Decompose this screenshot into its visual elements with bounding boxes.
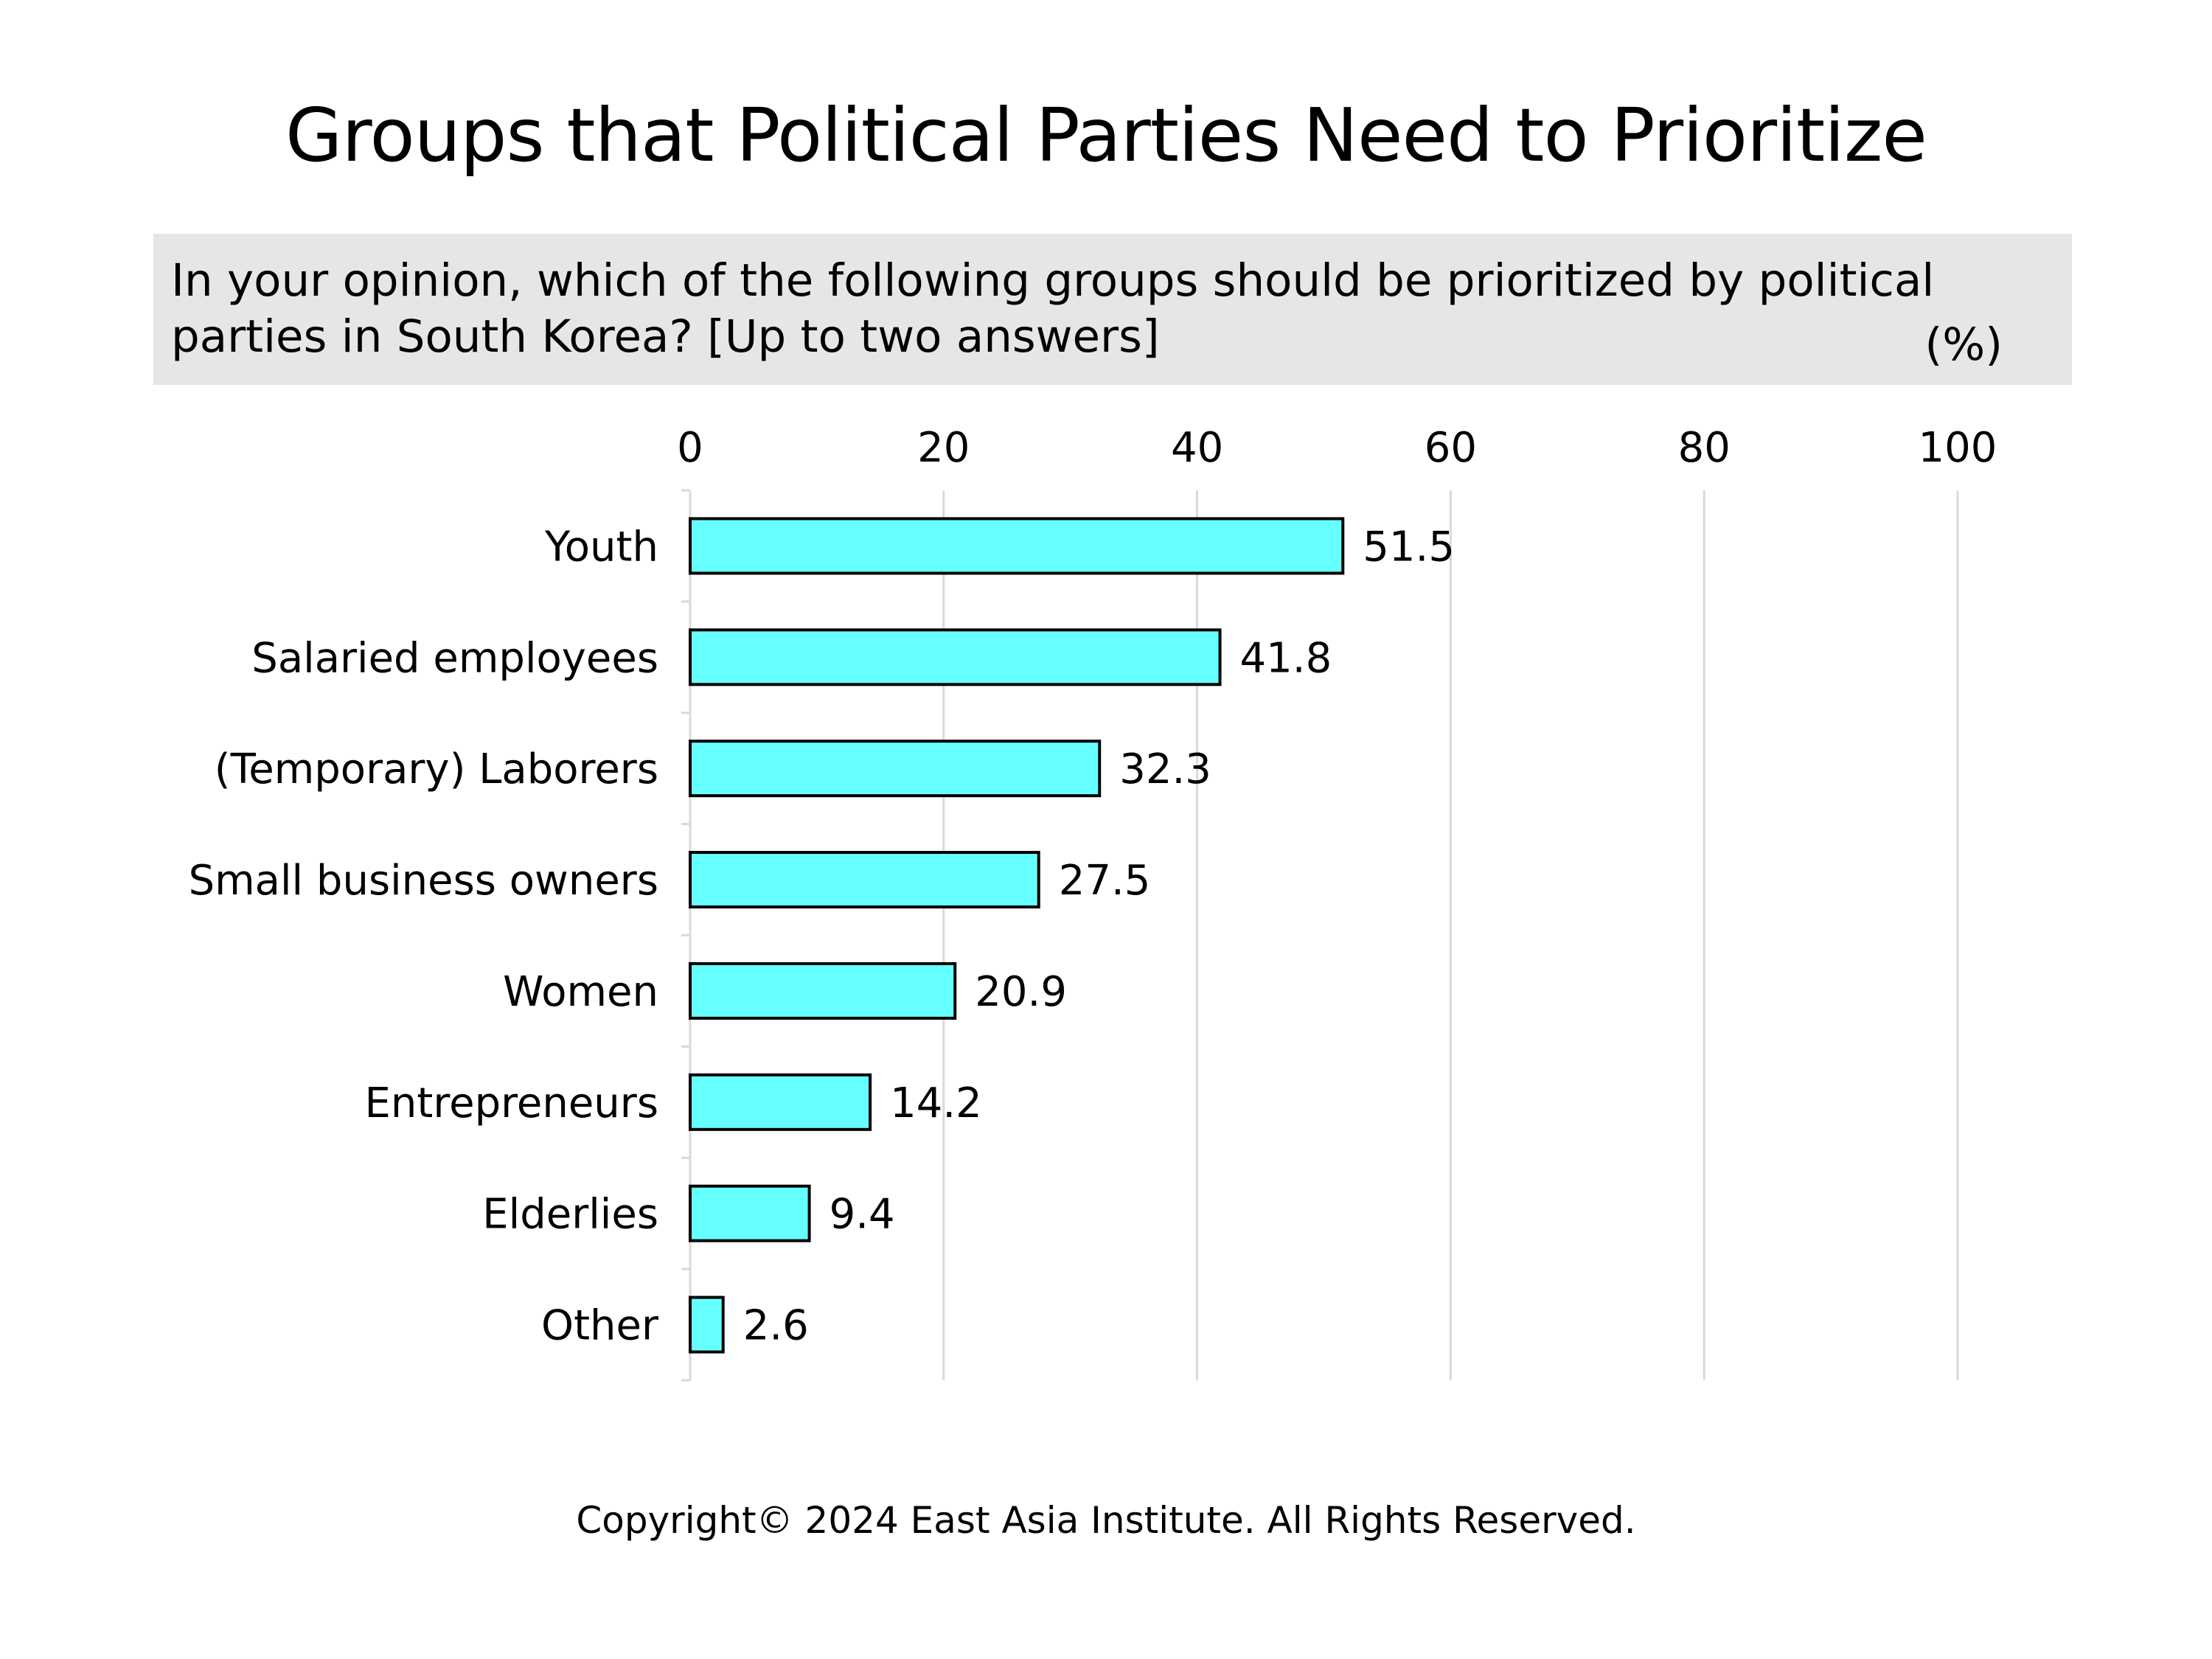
copyright-notice: Copyright© 2024 East Asia Institute. All… (576, 1499, 1636, 1542)
data-label: 2.6 (743, 1302, 809, 1350)
bar (689, 1295, 725, 1354)
bar (689, 961, 957, 1020)
x-tick-label: 40 (1171, 424, 1223, 472)
data-label: 9.4 (830, 1191, 895, 1239)
category-label: Youth (544, 523, 658, 571)
x-tick-label: 80 (1678, 424, 1731, 472)
x-tick-label: 0 (677, 424, 703, 472)
bar (689, 740, 1102, 798)
bar (689, 1184, 811, 1242)
question-text: In your opinion, which of the following … (171, 254, 1935, 363)
bar (689, 628, 1222, 686)
data-label: 51.5 (1363, 523, 1455, 571)
data-label: 20.9 (975, 968, 1067, 1016)
data-label: 27.5 (1059, 857, 1151, 905)
data-label: 32.3 (1119, 745, 1211, 793)
x-tick-label: 60 (1425, 424, 1477, 472)
data-label: 41.8 (1240, 634, 1332, 682)
category-label: Elderlies (482, 1191, 658, 1239)
category-label: Salaried employees (251, 634, 658, 682)
chart-title: Groups that Political Parties Need to Pr… (285, 92, 1927, 178)
unit-label: (%) (1924, 319, 2003, 371)
x-tick-label: 20 (917, 424, 970, 472)
category-label: Small business owners (189, 857, 658, 905)
x-tick-label: 100 (1919, 424, 1997, 472)
data-label: 14.2 (890, 1079, 982, 1127)
bar (689, 1073, 872, 1131)
category-label: Other (541, 1302, 659, 1350)
category-label: Women (503, 968, 658, 1016)
category-label: Entrepreneurs (364, 1079, 658, 1127)
category-label: (Temporary) Laborers (215, 745, 658, 793)
bar (689, 517, 1345, 575)
question-box: In your opinion, which of the following … (153, 234, 2072, 385)
bar (689, 851, 1040, 909)
